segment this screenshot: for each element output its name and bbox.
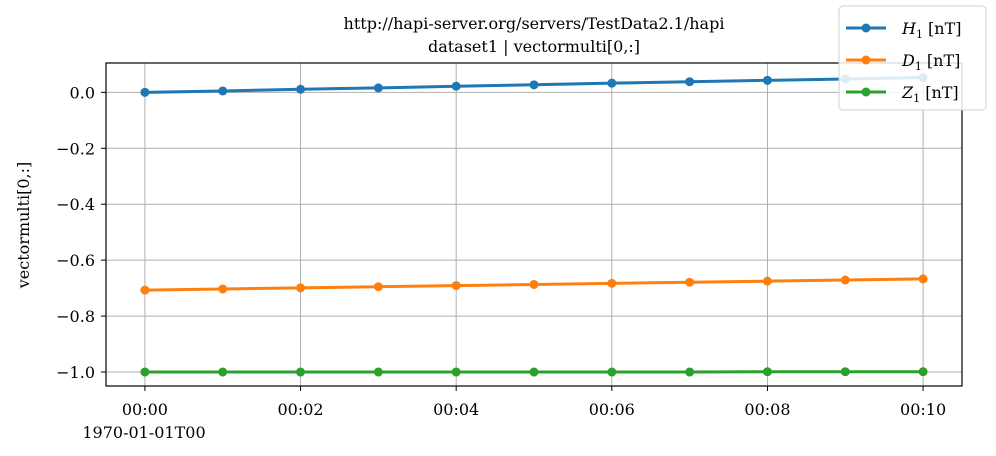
data-point-z — [296, 367, 306, 377]
data-point-h — [762, 75, 772, 85]
data-point-d — [529, 279, 539, 289]
data-point-d — [373, 282, 383, 292]
x-tick-label: 00:06 — [589, 400, 635, 419]
data-point-z — [373, 367, 383, 377]
data-point-d — [840, 275, 850, 285]
data-point-h — [296, 84, 306, 94]
data-point-z — [451, 367, 461, 377]
data-point-d — [451, 281, 461, 291]
x-axis: 00:00 00:02 00:04 00:06 00:08 00:10 — [122, 386, 946, 419]
data-point-h — [140, 87, 150, 97]
y-tick-label: −1.0 — [56, 363, 95, 382]
y-tick-label: −0.8 — [56, 307, 95, 326]
legend-marker — [861, 23, 871, 33]
data-point-h — [451, 81, 461, 91]
plot-background — [106, 63, 962, 386]
data-point-d — [762, 276, 772, 286]
data-point-z — [140, 367, 150, 377]
x-tick-label: 00:08 — [744, 400, 790, 419]
data-point-z — [762, 367, 772, 377]
chart-subtitle: dataset1 | vectormulti[0,:] — [428, 37, 640, 56]
data-point-d — [218, 284, 228, 294]
data-point-z — [218, 367, 228, 377]
x-tick-label: 00:10 — [900, 400, 946, 419]
plot-frame — [105, 62, 963, 387]
data-point-h — [607, 78, 617, 88]
y-tick-label: −0.6 — [56, 251, 95, 270]
legend-label: Z1 [nT] — [901, 83, 959, 105]
legend-marker — [861, 87, 871, 97]
legend: H1 [nT] D1 [nT] Z1 [nT] — [838, 5, 987, 111]
legend-box — [838, 5, 987, 111]
data-point-z — [840, 367, 850, 377]
data-point-d — [140, 285, 150, 295]
data-point-z — [529, 367, 539, 377]
data-point-d — [296, 283, 306, 293]
legend-label: D1 [nT] — [901, 51, 960, 73]
legend-label: H1 [nT] — [901, 19, 962, 41]
data-point-z — [685, 367, 695, 377]
data-point-h — [218, 86, 228, 96]
x-tick-label: 00:04 — [433, 400, 479, 419]
legend-marker — [861, 55, 871, 65]
data-point-h — [529, 80, 539, 90]
y-tick-label: −0.2 — [56, 139, 95, 158]
x-tick-label: 00:02 — [277, 400, 323, 419]
data-point-h — [685, 77, 695, 87]
y-tick-label: −0.4 — [56, 195, 95, 214]
chart-title: http://hapi-server.org/servers/TestData2… — [344, 14, 725, 33]
data-point-d — [918, 274, 928, 284]
x-tick-label: 00:00 — [122, 400, 168, 419]
y-tick-label: 0.0 — [70, 83, 95, 102]
data-point-z — [607, 367, 617, 377]
y-axis-label: vectormulti[0,:] — [14, 162, 33, 289]
x-offset-label: 1970-01-01T00 — [82, 423, 205, 442]
data-point-d — [607, 278, 617, 288]
data-point-h — [373, 83, 383, 93]
y-axis: 0.0 −0.2 −0.4 −0.6 −0.8 −1.0 — [56, 83, 106, 382]
data-point-d — [685, 277, 695, 287]
data-point-z — [918, 367, 928, 377]
series-lines — [140, 73, 928, 377]
